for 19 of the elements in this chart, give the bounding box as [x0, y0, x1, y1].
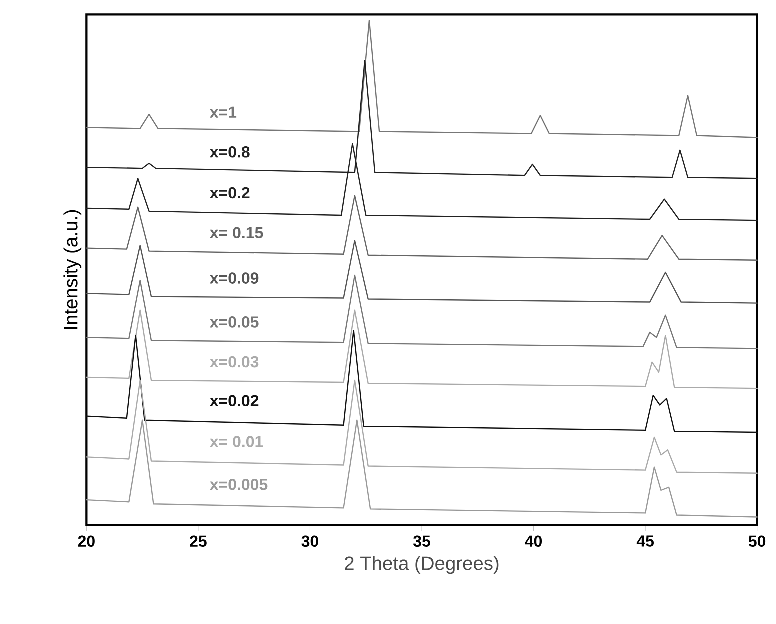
series-label: x=1 — [210, 106, 237, 118]
x-tick-label: 20 — [78, 536, 95, 548]
series-label: x= 0.15 — [210, 227, 264, 239]
series-label: x=0.02 — [210, 395, 259, 407]
x-tick-label: 35 — [413, 536, 430, 548]
series-label: x=0.05 — [210, 316, 259, 328]
series-label: x= 0.01 — [210, 436, 264, 448]
series-label: x=0.03 — [210, 356, 259, 368]
x-axis-title: 2 Theta (Degrees) — [345, 556, 499, 574]
y-axis-title: Intensity (a.u.) — [64, 210, 82, 330]
x-tick-label: 45 — [636, 536, 654, 547]
series-label: x=0.8 — [210, 146, 250, 158]
x-tick-label: 25 — [190, 536, 207, 548]
series-label: x=0.005 — [210, 479, 268, 490]
x-tick-label: 50 — [748, 536, 766, 548]
x-tick-label: 40 — [525, 536, 542, 548]
x-tick-label: 30 — [302, 536, 318, 548]
series-label: x=0.2 — [210, 187, 250, 199]
series-label: x=0.09 — [210, 272, 259, 284]
